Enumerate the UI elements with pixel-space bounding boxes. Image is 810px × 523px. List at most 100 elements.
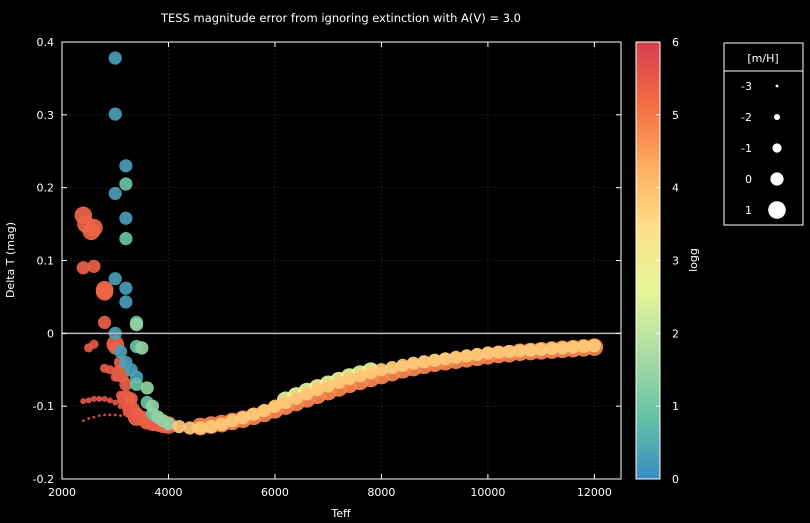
data-point (268, 399, 282, 413)
colorbar-tick-label: 6 (672, 36, 679, 49)
data-point (364, 366, 378, 380)
data-point (85, 218, 103, 237)
data-point (85, 397, 92, 404)
data-point (129, 377, 144, 391)
data-point (81, 419, 85, 423)
data-point (92, 415, 96, 419)
size-legend-entries: -3 -2 -1 0 1 (741, 80, 786, 219)
data-point (587, 339, 601, 353)
data-point (523, 343, 538, 357)
x-tick-label: 12000 (577, 486, 612, 499)
data-point (140, 381, 154, 395)
colorbar-tick-label: 0 (672, 473, 679, 486)
data-point (481, 346, 495, 360)
x-axis-ticks: 2000 4000 6000 8000 10000 12000 (48, 42, 612, 499)
data-point (101, 395, 108, 402)
size-legend-label: -3 (741, 80, 752, 93)
data-point (417, 355, 431, 369)
data-point (87, 259, 101, 273)
data-point (236, 411, 250, 425)
data-point (105, 365, 115, 375)
data-point (172, 419, 186, 434)
data-point (279, 395, 293, 410)
size-legend: [m/H] -3 -2 -1 0 1 (723, 42, 804, 226)
size-legend-marker (774, 114, 780, 120)
data-point (113, 344, 128, 359)
size-legend-marker (772, 143, 782, 153)
data-point (117, 403, 124, 410)
size-legend-box (723, 42, 804, 226)
y-axis-ticks: -0.2 -0.1 0 0.1 0.2 0.3 0.4 (33, 36, 621, 486)
data-point (215, 417, 229, 431)
size-legend-marker (770, 172, 784, 186)
data-point (119, 414, 122, 418)
data-point (129, 317, 144, 332)
data-point (145, 399, 160, 413)
data-point (108, 51, 122, 65)
data-point (183, 421, 197, 435)
y-tick-label: 0 (47, 327, 54, 340)
data-point (566, 340, 580, 354)
data-point (204, 419, 218, 434)
data-point (90, 395, 97, 402)
data-point (115, 390, 126, 400)
data-point (119, 211, 133, 225)
data-point (97, 414, 101, 418)
data-point (119, 281, 133, 295)
size-legend-label: 1 (745, 204, 752, 217)
data-point (449, 350, 463, 364)
data-point (513, 344, 527, 358)
data-point (502, 344, 516, 359)
data-point (396, 358, 410, 372)
data-point (119, 177, 133, 191)
data-point (342, 371, 357, 386)
data-point (95, 280, 114, 299)
data-point (310, 382, 325, 397)
data-point (353, 368, 367, 383)
data-point (87, 417, 91, 420)
data-point (300, 387, 314, 401)
data-point (438, 352, 452, 366)
data-point (193, 421, 208, 435)
colorbar-label: logg (687, 248, 700, 272)
data-point (110, 372, 120, 382)
data-point (555, 341, 570, 355)
size-legend-label: 0 (745, 173, 752, 186)
data-point (321, 379, 335, 393)
data-point (460, 349, 474, 363)
colorbar-tick-label: 2 (672, 327, 679, 340)
data-point (108, 413, 112, 417)
y-tick-label: 0.1 (37, 255, 55, 268)
y-tick-label: -0.2 (33, 473, 54, 486)
size-legend-title: [m/H] (747, 52, 778, 65)
data-point (135, 341, 149, 355)
y-tick-label: 0.4 (37, 36, 55, 49)
data-point (112, 399, 119, 406)
data-point (96, 395, 103, 402)
data-point (289, 391, 303, 405)
x-tick-label: 4000 (154, 486, 182, 499)
data-point (80, 398, 87, 405)
x-tick-label: 10000 (470, 486, 505, 499)
size-legend-marker (768, 201, 786, 219)
data-point (113, 413, 117, 417)
data-point (257, 403, 271, 418)
x-tick-label: 6000 (261, 486, 289, 499)
data-point (385, 360, 399, 375)
data-point (119, 232, 133, 246)
y-axis-label: Delta T (mag) (4, 222, 17, 298)
data-point (103, 413, 106, 417)
data-point (161, 417, 176, 431)
data-point (225, 414, 239, 428)
data-point (577, 339, 591, 354)
data-point (332, 375, 346, 389)
data-point (406, 356, 420, 370)
y-tick-label: 0.3 (37, 109, 55, 122)
data-point (119, 295, 133, 309)
data-point (534, 342, 548, 356)
y-tick-label: 0.2 (37, 182, 55, 195)
x-axis-label: Teff (330, 507, 351, 520)
data-point (89, 339, 99, 349)
size-legend-marker (775, 84, 779, 88)
